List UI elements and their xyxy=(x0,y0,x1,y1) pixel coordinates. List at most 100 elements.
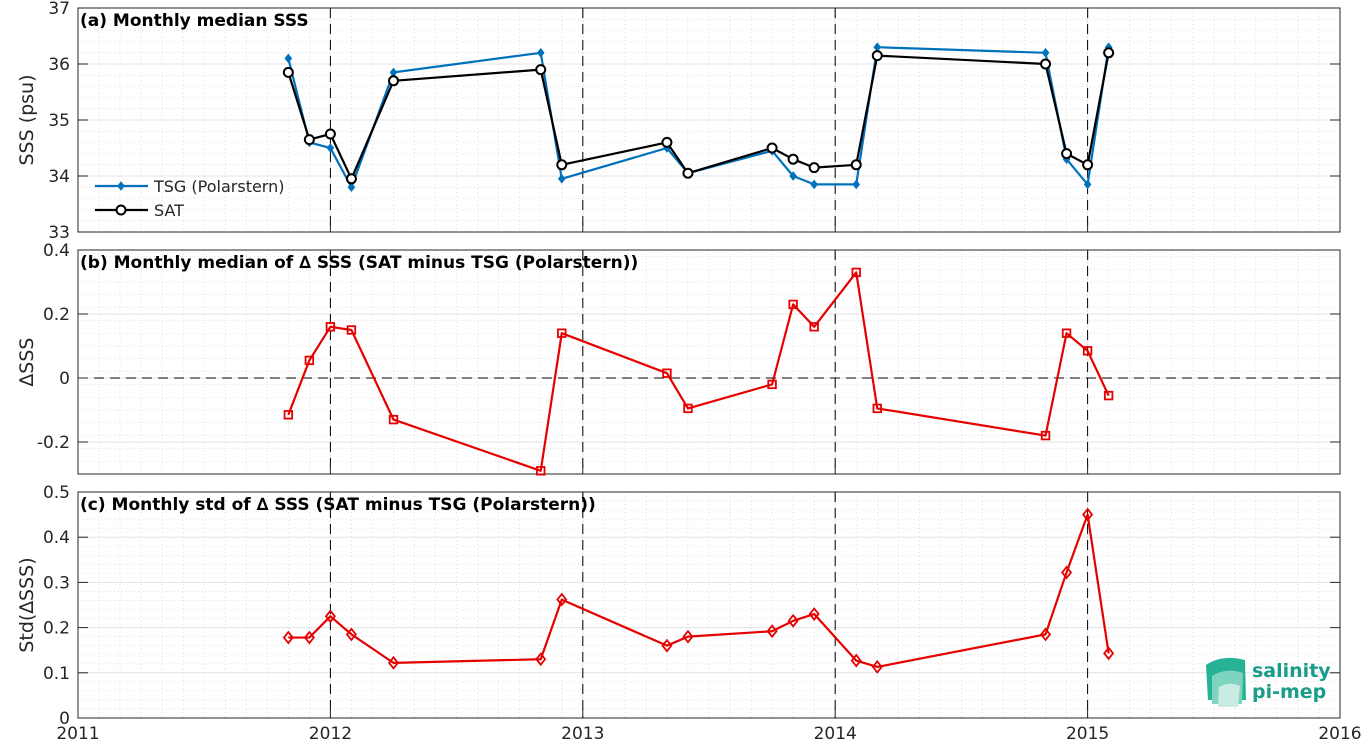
x-tick-label: 2012 xyxy=(309,724,352,744)
data-point-marker xyxy=(810,179,819,190)
panel-c: 0 0.1 0.2 0.3 0.4 0.5 2011 2012 2013 2014 2015 2016… xyxy=(16,483,1362,744)
series-line xyxy=(288,513,1110,669)
panel-title: (a) Monthly median SSS xyxy=(80,11,309,31)
y-tick-label: 0.4 xyxy=(43,528,70,548)
data-point-marker xyxy=(557,173,566,184)
data-point-marker xyxy=(766,624,778,639)
x-tick-label: 2013 xyxy=(561,724,604,744)
tick-marks xyxy=(77,491,1341,719)
data-point-marker xyxy=(326,143,335,153)
data-point-marker xyxy=(347,182,356,193)
data-point-marker xyxy=(388,414,399,425)
data-point-marker xyxy=(303,134,315,146)
x-tick-label: 2014 xyxy=(814,724,857,744)
series-delta-sss xyxy=(283,267,1114,476)
data-point-marker xyxy=(1082,346,1093,356)
data-point-marker xyxy=(787,153,799,165)
data-point-marker xyxy=(303,630,315,645)
data-point-marker xyxy=(1040,58,1052,70)
data-point-marker xyxy=(767,379,777,390)
axes-box xyxy=(77,491,1341,719)
y-tick-label: -0.2 xyxy=(37,433,70,453)
y-tick-label: 0 xyxy=(59,369,70,389)
data-point-marker xyxy=(536,466,546,476)
y-tick-label: 36 xyxy=(48,55,70,75)
logo-text-salinity: salinity xyxy=(1252,660,1331,682)
data-point-marker xyxy=(766,142,778,154)
data-point-marker xyxy=(556,592,568,607)
y-axis-label: SSS (psu) xyxy=(16,74,38,165)
data-point-marker xyxy=(1103,390,1114,401)
y-tick-label: 34 xyxy=(48,167,70,187)
series-line xyxy=(287,52,1110,180)
data-point-marker xyxy=(324,609,336,624)
data-point-marker xyxy=(871,50,883,62)
data-point-marker xyxy=(345,627,357,642)
data-point-marker xyxy=(324,128,336,140)
data-point-marker xyxy=(1039,627,1052,642)
data-point-marker xyxy=(1082,507,1094,522)
data-point-marker xyxy=(1041,47,1050,58)
data-point-marker xyxy=(388,75,399,87)
data-point-marker xyxy=(1083,179,1092,190)
data-point-marker xyxy=(282,630,294,645)
legend-label: SAT xyxy=(154,201,184,220)
y-axis-label: Std(∆SSS) xyxy=(16,557,38,652)
series-sat xyxy=(282,47,1115,185)
data-point-marker xyxy=(345,173,357,185)
data-point-marker xyxy=(683,403,693,414)
data-point-marker xyxy=(117,181,125,191)
logo-text-pimep: pi-mep xyxy=(1252,681,1326,703)
data-point-marker xyxy=(536,47,545,58)
y-axis-label: ∆SSS xyxy=(16,338,38,388)
legend-label: TSG (Polarstern) xyxy=(153,177,284,196)
y-tick-label: 0.2 xyxy=(43,619,70,639)
data-point-marker xyxy=(1103,47,1115,59)
y-tick-label: 0 xyxy=(59,709,70,729)
data-point-marker xyxy=(850,653,862,668)
data-point-marker xyxy=(788,299,798,310)
data-point-marker xyxy=(789,171,797,181)
panel-title: (c) Monthly std of ∆ SSS (SAT minus TSG … xyxy=(80,495,596,515)
data-point-marker xyxy=(556,159,568,171)
data-point-marker xyxy=(1103,646,1115,661)
data-point-marker xyxy=(115,204,127,216)
series-delta-sss xyxy=(282,507,1115,674)
data-point-marker xyxy=(1061,148,1073,160)
data-point-marker xyxy=(661,638,673,653)
y-tick-label: 0.5 xyxy=(43,483,70,503)
y-tick-label: 0.1 xyxy=(43,664,70,684)
data-point-marker xyxy=(283,410,294,420)
y-tick-label: 35 xyxy=(48,111,70,131)
data-point-marker xyxy=(304,355,315,366)
data-point-marker xyxy=(1061,565,1073,580)
panel-a: 33 34 35 36 37 SSS (psu) (a) Monthly median SS… xyxy=(16,0,1341,243)
data-point-marker xyxy=(809,322,819,332)
x-tick-label: 2015 xyxy=(1066,724,1109,744)
legend: TSG (Polarstern) SAT xyxy=(95,177,284,220)
data-point-marker xyxy=(808,162,820,174)
data-point-marker xyxy=(282,66,294,78)
data-point-marker xyxy=(284,53,293,64)
y-tick-label: 0.4 xyxy=(43,241,70,261)
data-point-marker xyxy=(1061,328,1072,338)
x-tick-label: 2011 xyxy=(56,724,99,744)
data-point-marker xyxy=(535,64,547,76)
data-point-marker xyxy=(387,655,400,670)
tick-marks xyxy=(77,7,1341,233)
data-point-marker xyxy=(787,613,799,628)
tick-marks xyxy=(77,249,1341,474)
panel-title: (b) Monthly median of ∆ SSS (SAT minus T… xyxy=(80,253,638,273)
data-point-marker xyxy=(852,179,861,190)
logo-wave-icon xyxy=(1206,657,1246,707)
panels: 33 34 35 36 37 SSS (psu) (a) Monthly median SS… xyxy=(16,0,1362,744)
data-point-marker xyxy=(535,652,547,667)
data-point-marker xyxy=(808,607,820,621)
data-point-marker xyxy=(871,659,883,674)
panel-b: -0.2 0 0.2 0.4 ∆SSS (b) Monthly median of ∆ S… xyxy=(16,241,1341,476)
data-point-marker xyxy=(1082,159,1094,171)
data-point-marker xyxy=(850,159,862,171)
data-point-marker xyxy=(661,136,673,148)
data-point-marker xyxy=(662,368,672,378)
